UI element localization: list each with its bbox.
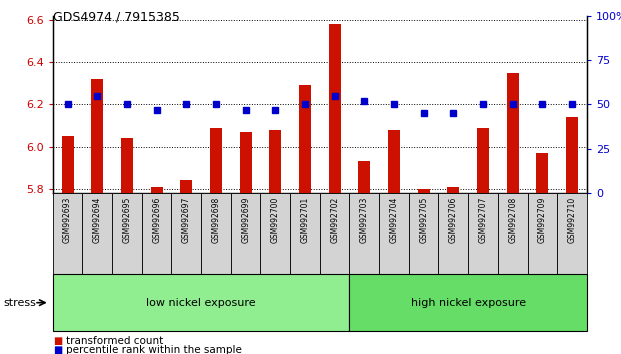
Text: GSM992704: GSM992704 (389, 197, 399, 244)
Text: GSM992700: GSM992700 (271, 197, 280, 244)
Text: GDS4974 / 7915385: GDS4974 / 7915385 (53, 11, 179, 24)
Text: GSM992694: GSM992694 (93, 197, 102, 244)
Text: GSM992702: GSM992702 (330, 197, 339, 243)
Bar (270, 130, 281, 193)
Text: transformed count: transformed count (66, 336, 164, 346)
Bar (358, 161, 370, 193)
Bar (180, 180, 193, 193)
Bar (171, 193, 201, 274)
Bar (260, 193, 290, 274)
Bar (498, 193, 527, 274)
Text: stress: stress (3, 298, 36, 308)
Bar (557, 193, 587, 274)
Text: GSM992705: GSM992705 (419, 197, 428, 244)
Bar (112, 193, 142, 274)
Text: GSM992710: GSM992710 (568, 197, 576, 243)
Bar (53, 274, 350, 331)
Text: GSM992693: GSM992693 (63, 197, 72, 244)
Text: high nickel exposure: high nickel exposure (410, 298, 526, 308)
Bar (61, 136, 73, 193)
Bar (121, 138, 133, 193)
Bar (537, 153, 548, 193)
Bar (507, 73, 519, 193)
Text: GSM992703: GSM992703 (360, 197, 369, 244)
Bar (350, 274, 587, 331)
Text: GSM992697: GSM992697 (182, 197, 191, 244)
Bar (290, 193, 320, 274)
Text: ■: ■ (53, 336, 62, 346)
Text: percentile rank within the sample: percentile rank within the sample (66, 346, 242, 354)
Bar (329, 24, 340, 193)
Bar (299, 85, 311, 193)
Bar (477, 127, 489, 193)
Bar (91, 79, 103, 193)
Bar (350, 193, 379, 274)
Bar (388, 130, 400, 193)
Bar (240, 132, 252, 193)
Text: GSM992696: GSM992696 (152, 197, 161, 244)
Bar (210, 127, 222, 193)
Bar (201, 193, 231, 274)
Bar (447, 187, 460, 193)
Bar (418, 189, 430, 193)
Bar (468, 193, 498, 274)
Bar (409, 193, 438, 274)
Bar (566, 117, 578, 193)
Text: GSM992708: GSM992708 (508, 197, 517, 243)
Text: GSM992699: GSM992699 (241, 197, 250, 244)
Text: GSM992709: GSM992709 (538, 197, 547, 244)
Text: ■: ■ (53, 346, 62, 354)
Bar (83, 193, 112, 274)
Text: GSM992707: GSM992707 (479, 197, 487, 244)
Bar (527, 193, 557, 274)
Text: low nickel exposure: low nickel exposure (147, 298, 256, 308)
Bar (142, 193, 171, 274)
Bar (231, 193, 260, 274)
Text: GSM992698: GSM992698 (212, 197, 220, 243)
Text: GSM992695: GSM992695 (122, 197, 132, 244)
Bar (379, 193, 409, 274)
Bar (320, 193, 350, 274)
Bar (151, 187, 163, 193)
Bar (53, 193, 83, 274)
Bar (438, 193, 468, 274)
Text: GSM992706: GSM992706 (449, 197, 458, 244)
Text: GSM992701: GSM992701 (301, 197, 309, 243)
